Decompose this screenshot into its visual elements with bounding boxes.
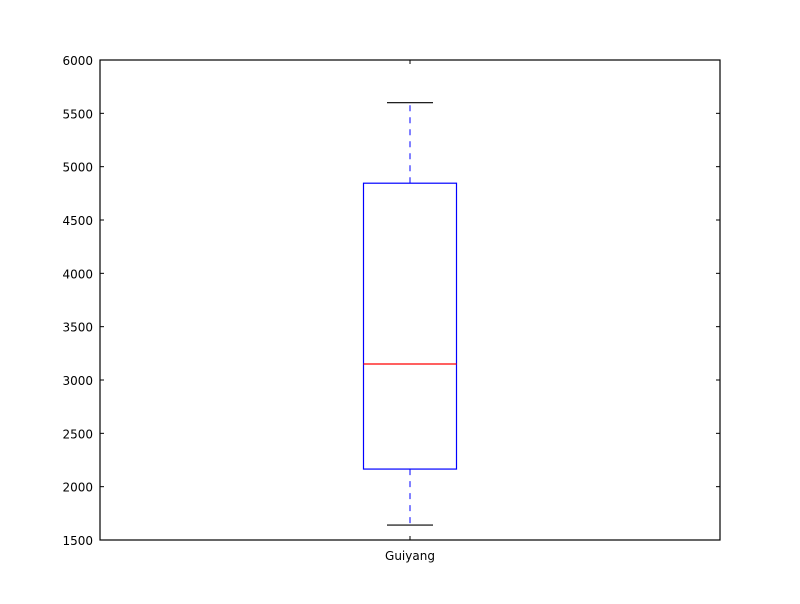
y-tick-label: 1500 bbox=[62, 534, 93, 548]
iqr-box bbox=[362, 182, 458, 470]
plot-frame bbox=[99, 59, 721, 541]
y-tick-label: 3500 bbox=[62, 321, 93, 335]
y-tick-label: 5500 bbox=[62, 107, 93, 121]
y-tick-label: 4500 bbox=[62, 214, 93, 228]
x-category-label: Guiyang bbox=[385, 549, 435, 563]
y-tick-label: 3000 bbox=[62, 374, 93, 388]
y-tick-label: 2500 bbox=[62, 427, 93, 441]
y-tick-label: 5000 bbox=[62, 161, 93, 175]
y-tick-label: 2000 bbox=[62, 481, 93, 495]
y-tick-label: 6000 bbox=[62, 54, 93, 68]
plot-layer: 1500 2000 2500 3000 3500 4000 4500 5000 5500 6000… bbox=[62, 54, 721, 563]
y-tick-label: 4000 bbox=[62, 267, 93, 281]
